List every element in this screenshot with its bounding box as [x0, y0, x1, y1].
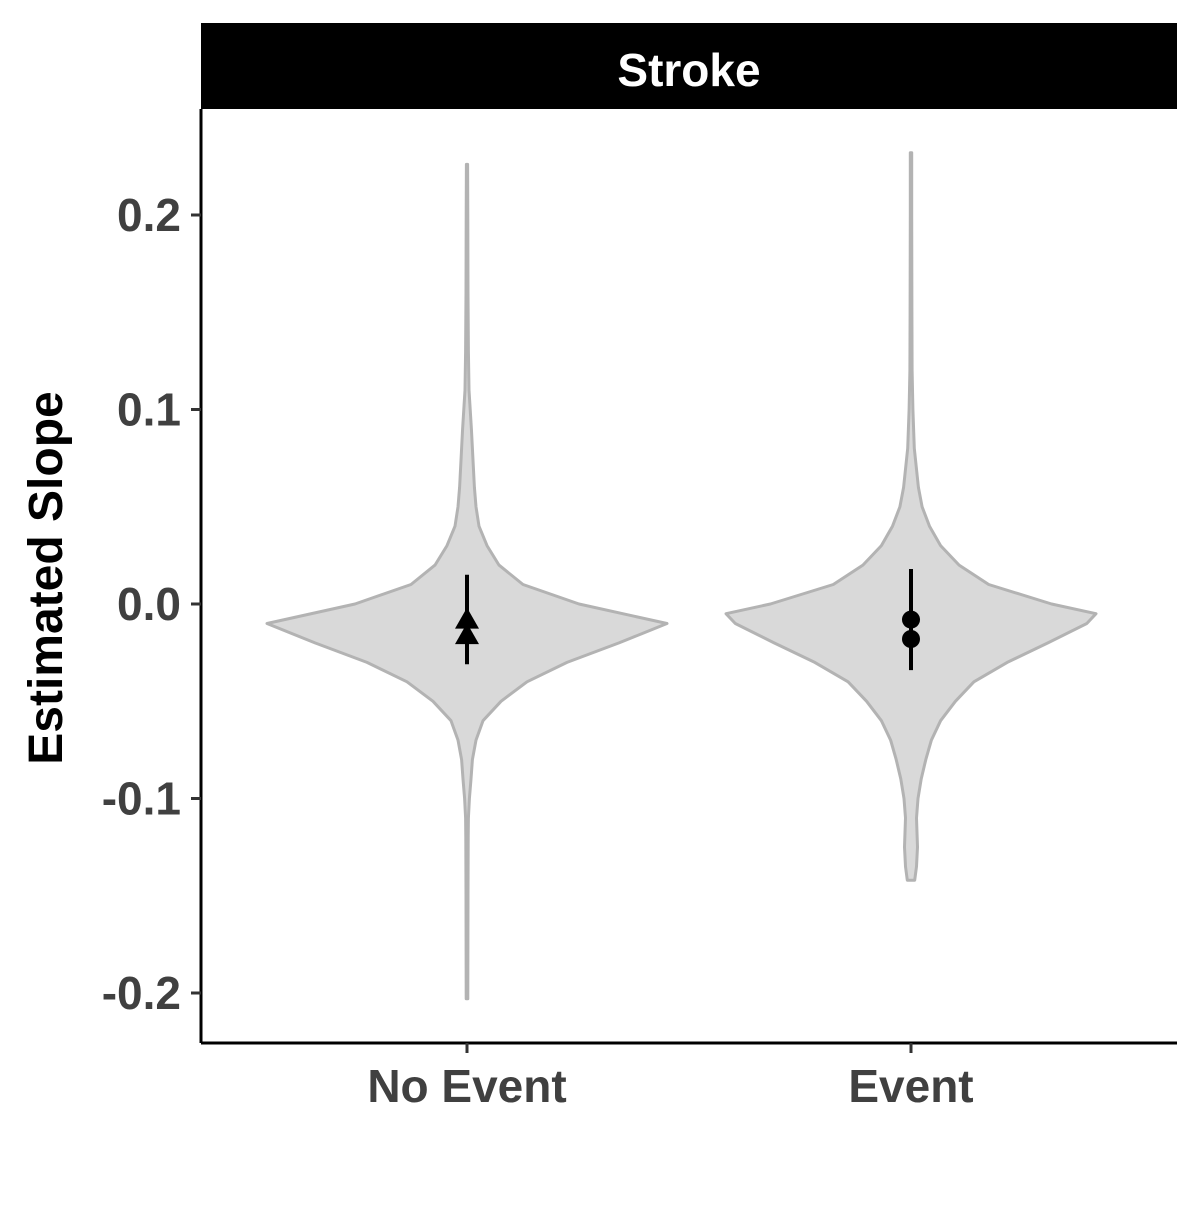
y-tick-label: 0.2 — [117, 189, 181, 241]
y-tick-label: -0.2 — [102, 967, 181, 1019]
y-tick-label: -0.1 — [102, 773, 181, 825]
y-ticks: -0.2 -0.1 0.0 0.1 0.2 — [102, 189, 201, 1019]
facet-strip-title: Stroke — [617, 44, 760, 96]
y-tick-label: 0.1 — [117, 384, 181, 436]
point-event-1 — [902, 611, 920, 629]
y-tick-label: 0.0 — [117, 578, 181, 630]
violin-event — [726, 153, 1096, 880]
x-tick-label: Event — [848, 1060, 973, 1112]
point-event-2 — [902, 630, 920, 648]
x-tick-label: No Event — [367, 1060, 566, 1112]
x-ticks: No Event Event — [367, 1043, 973, 1112]
violins-layer — [267, 153, 1096, 999]
y-axis-title: Estimated Slope — [20, 391, 73, 764]
